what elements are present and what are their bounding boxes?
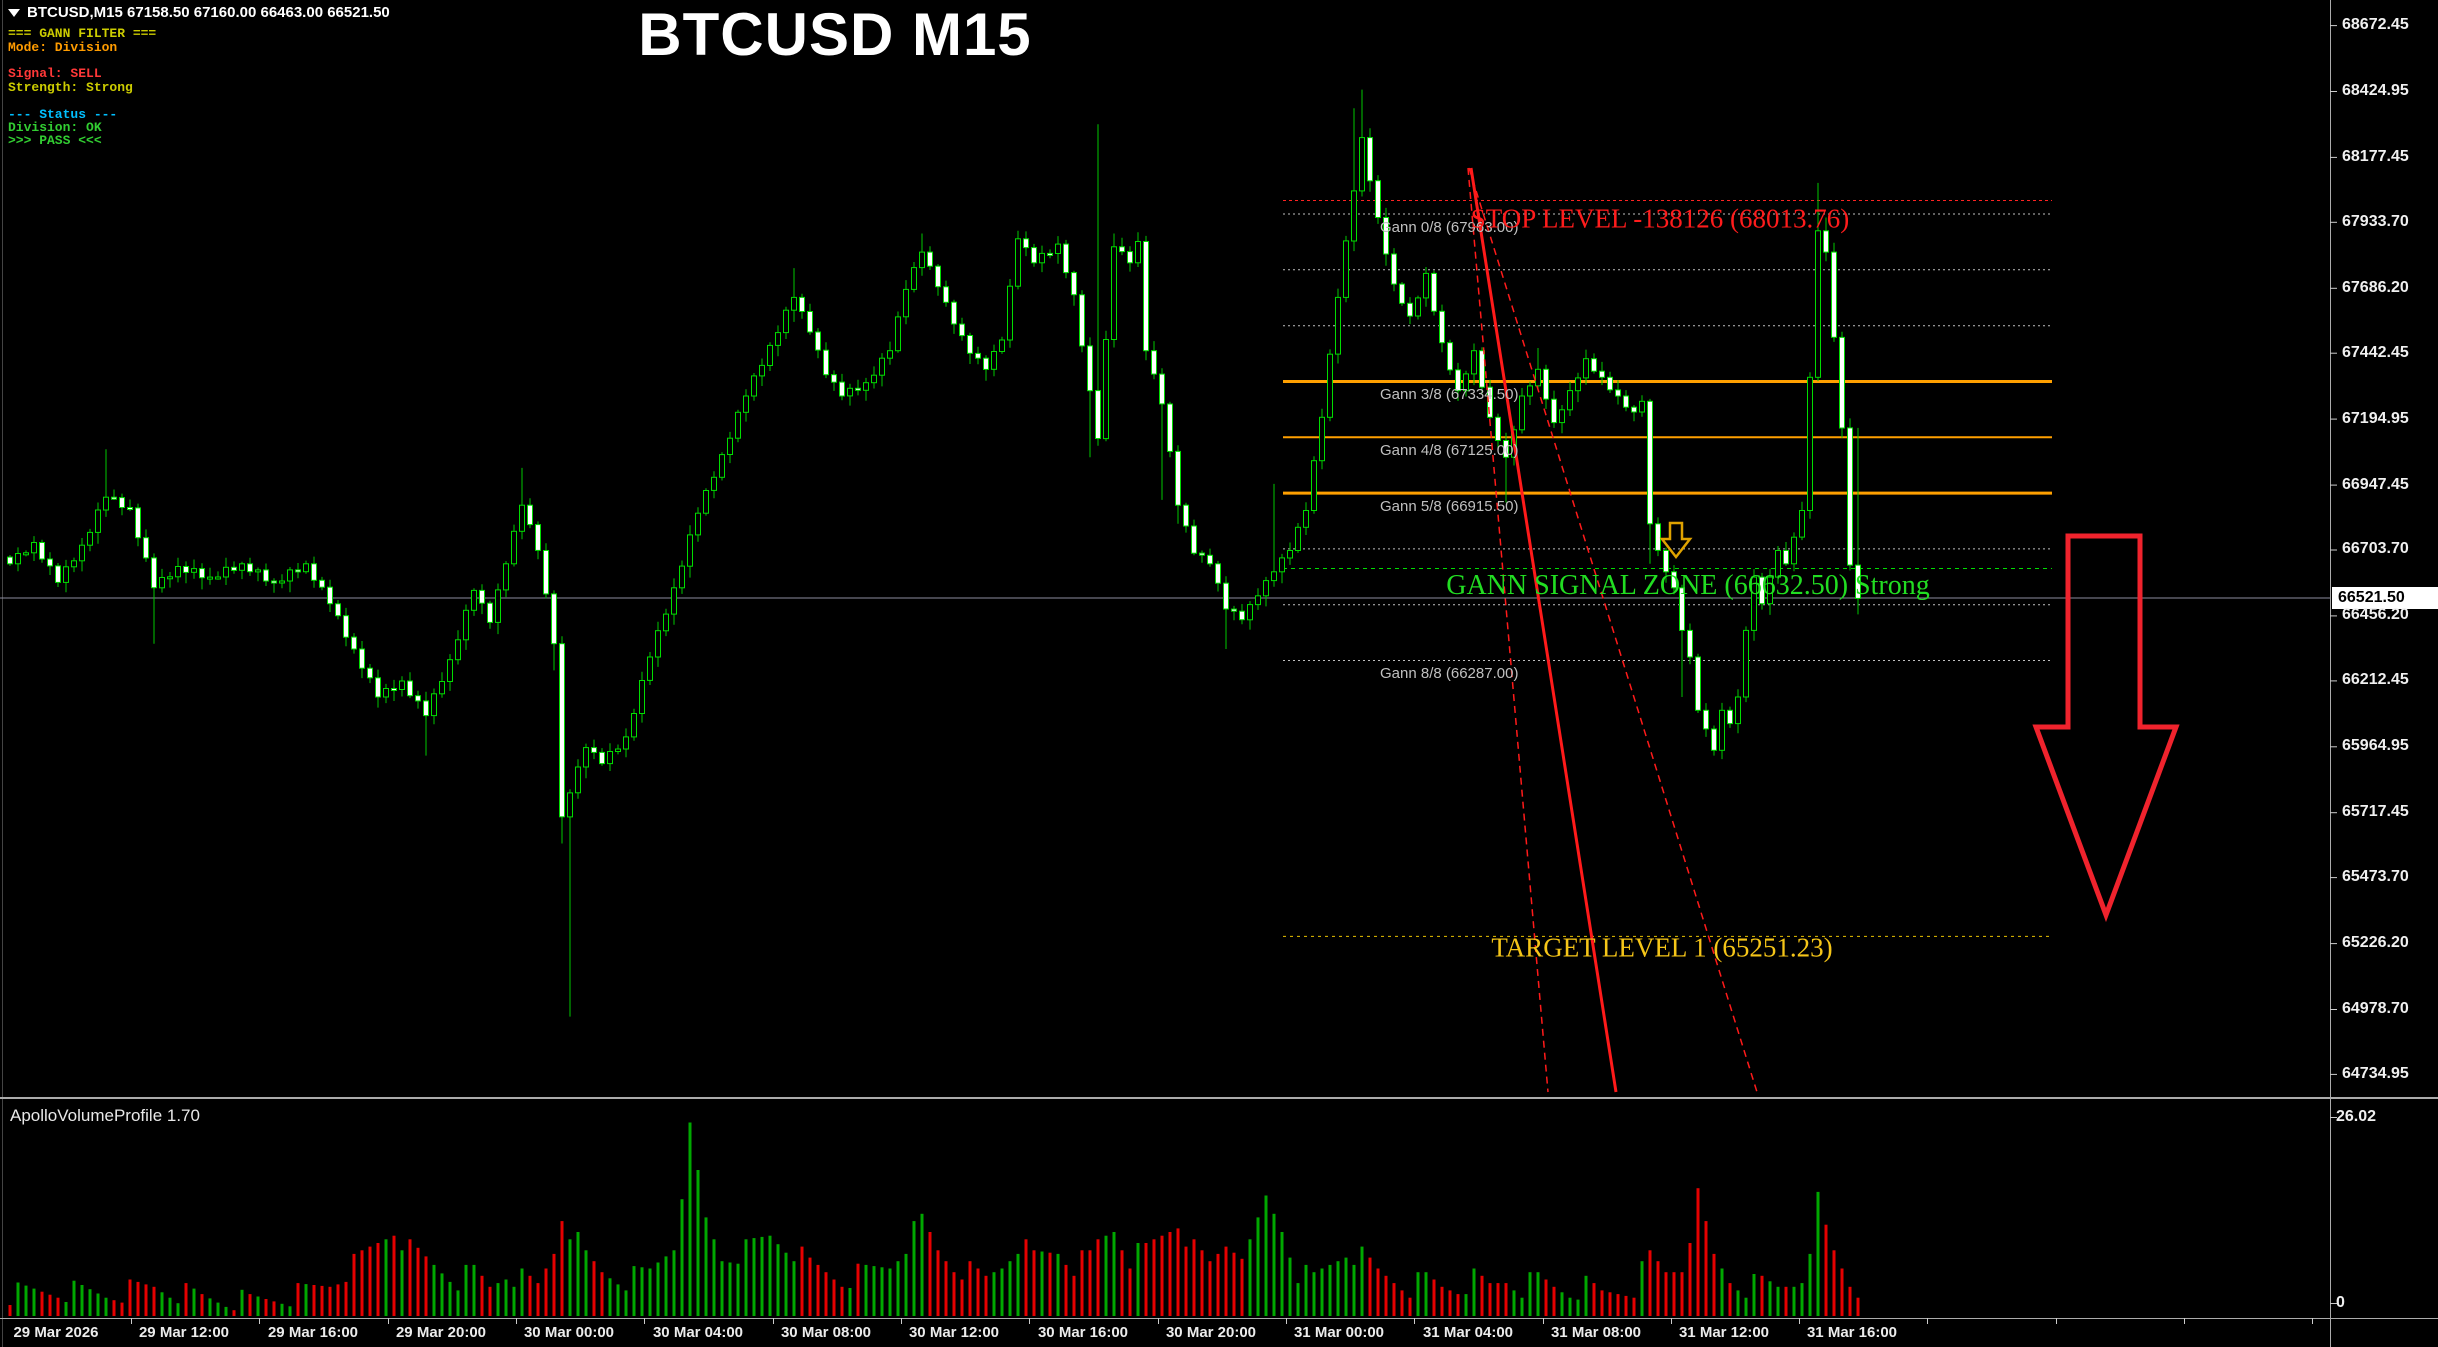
- time-axis-label: 30 Mar 12:00: [908, 1324, 1000, 1341]
- stop-level-annotation: STOP LEVEL -138126 (68013.76): [1470, 203, 1850, 234]
- price-axis-scale[interactable]: [2330, 0, 2438, 1318]
- big-sell-arrow-icon: [2032, 533, 2180, 923]
- volume-indicator-label: ApolloVolumeProfile 1.70: [10, 1106, 200, 1125]
- gann-level-label: Gann 5/8 (66915.50): [1380, 498, 1519, 516]
- symbol-ohlc-bar: BTCUSD,M15 67158.50 67160.00 66463.00 66…: [8, 4, 390, 21]
- price-axis-label: 66212.45: [2342, 671, 2409, 689]
- price-axis-label: 67194.95: [2342, 409, 2409, 427]
- gann-fan-line-2: [1468, 167, 1758, 1093]
- gann-level-label: Gann 3/8 (67334.50): [1380, 386, 1519, 404]
- time-axis-scale[interactable]: [0, 1318, 2438, 1347]
- volume-scale-max: 26.02: [2336, 1108, 2377, 1125]
- volume-scale-zero: 0: [2336, 1294, 2345, 1311]
- time-axis-label: 31 Mar 16:00: [1806, 1324, 1898, 1341]
- time-axis-label: 31 Mar 00:00: [1293, 1324, 1385, 1341]
- indicator-line-0: === GANN FILTER ===: [8, 26, 157, 41]
- target-level-annotation: TARGET LEVEL 1 (65251.23): [1491, 932, 1833, 963]
- time-axis-label: 30 Mar 08:00: [780, 1324, 872, 1341]
- indicator-line-4: --- Status ---: [8, 107, 118, 122]
- price-axis-label: 65964.95: [2342, 737, 2409, 755]
- time-axis-label: 29 Mar 12:00: [138, 1324, 230, 1341]
- signal-zone-annotation: GANN SIGNAL ZONE (66632.50) Strong: [1446, 570, 1930, 601]
- indicator-line-2: Signal: SELL: [8, 66, 102, 81]
- gann-level-label: Gann 0/8 (67963.00): [1380, 219, 1519, 237]
- chart-watermark-title: BTCUSD M15: [638, 1, 1032, 68]
- time-axis-label: 29 Mar 16:00: [267, 1324, 359, 1341]
- symbol-dropdown-icon[interactable]: [8, 9, 20, 17]
- price-axis-label: 65226.20: [2342, 934, 2409, 952]
- time-axis-label: 29 Mar 2026: [13, 1324, 99, 1341]
- price-axis-label: 64978.70: [2342, 1000, 2409, 1017]
- price-axis-label: 68672.45: [2342, 16, 2409, 34]
- time-axis-label: 30 Mar 00:00: [523, 1324, 615, 1341]
- price-axis-label: 66947.45: [2342, 475, 2409, 493]
- indicator-line-6: >>> PASS <<<: [8, 133, 102, 148]
- price-axis-label: 66703.70: [2342, 540, 2409, 558]
- sell-signal-arrow-icon: [1659, 521, 1693, 560]
- time-axis-label: 30 Mar 20:00: [1165, 1324, 1257, 1341]
- time-axis-label: 29 Mar 20:00: [395, 1324, 487, 1341]
- gann-level-label: Gann 4/8 (67125.00): [1380, 442, 1519, 460]
- price-axis-label: 68177.45: [2342, 147, 2409, 165]
- indicator-line-1: Mode: Division: [8, 40, 118, 55]
- time-axis-label: 31 Mar 12:00: [1678, 1324, 1770, 1341]
- price-axis-label: 67933.70: [2342, 212, 2409, 230]
- gann-level-label: Gann 8/8 (66287.00): [1380, 665, 1519, 683]
- gann-fan-line-1: [1469, 167, 1618, 1093]
- current-price-badge: 66521.50: [2332, 587, 2438, 610]
- time-axis-label: 30 Mar 04:00: [652, 1324, 744, 1341]
- time-axis-label: 30 Mar 16:00: [1037, 1324, 1129, 1341]
- symbol-ohlc-text: BTCUSD,M15 67158.50 67160.00 66463.00 66…: [27, 4, 390, 21]
- price-axis-label: 67442.45: [2342, 343, 2409, 361]
- gann-fan-line-0: [1467, 167, 1549, 1093]
- indicator-line-5: Division: OK: [8, 120, 102, 135]
- indicator-line-3: Strength: Strong: [8, 80, 133, 95]
- price-axis-label: 64734.95: [2342, 1064, 2409, 1082]
- time-axis-label: 31 Mar 04:00: [1422, 1324, 1514, 1341]
- price-axis-label: 65717.45: [2342, 803, 2409, 821]
- time-axis-label: 31 Mar 08:00: [1550, 1324, 1642, 1341]
- price-axis-label: 68424.95: [2342, 81, 2409, 99]
- price-axis-label: 66456.20: [2342, 606, 2409, 624]
- price-axis-label: 67686.20: [2342, 278, 2409, 296]
- price-axis-label: 65473.70: [2342, 868, 2409, 886]
